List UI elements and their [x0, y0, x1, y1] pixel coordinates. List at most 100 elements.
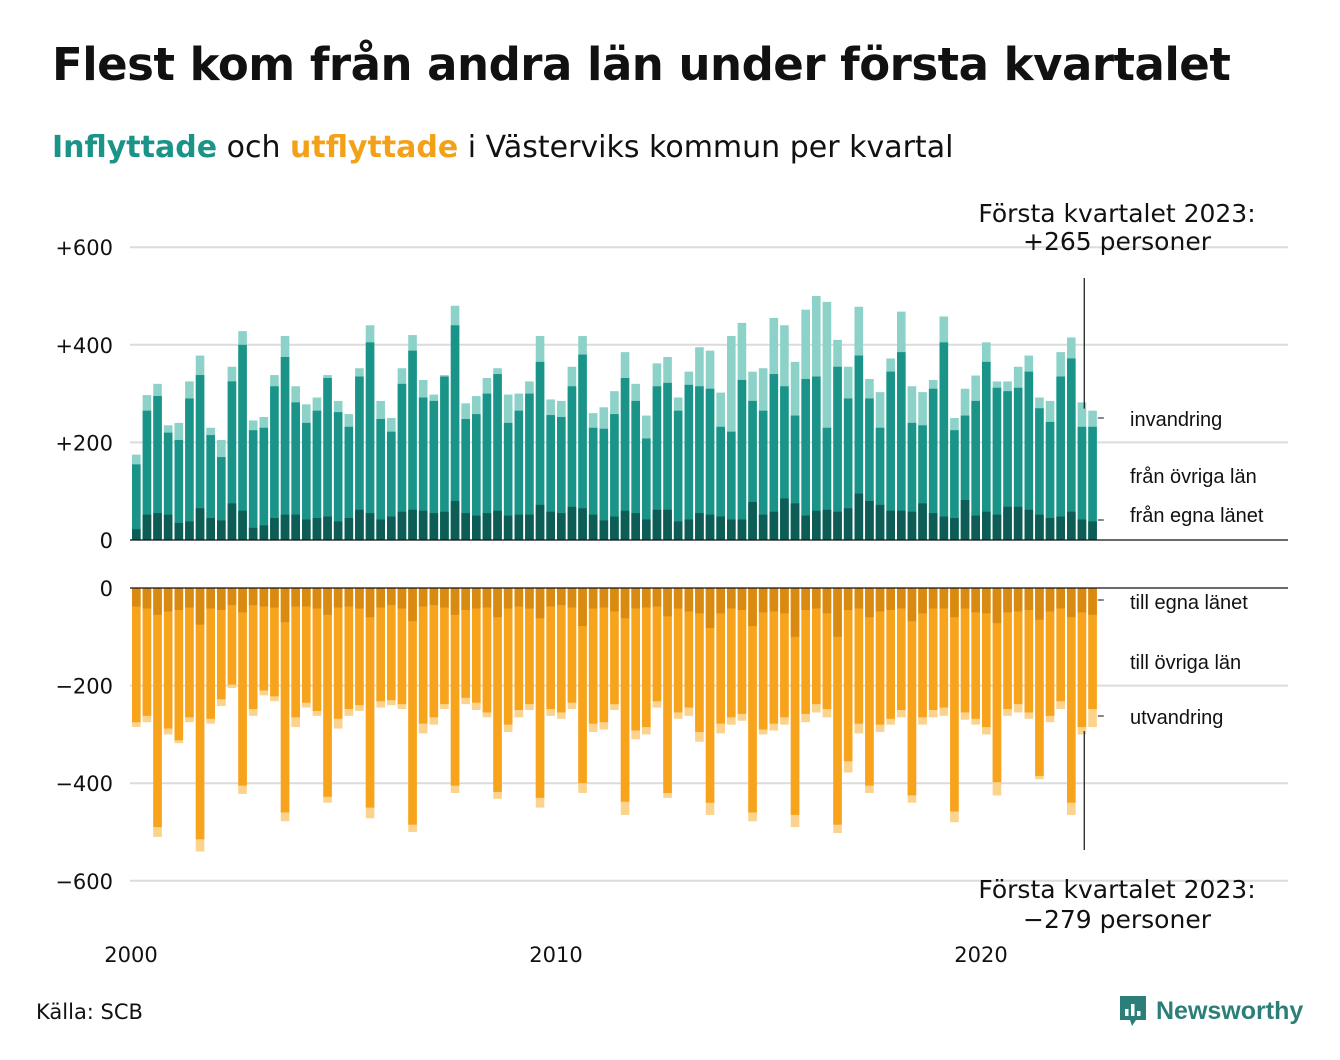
bar-fran-ovriga-lan — [535, 361, 545, 540]
bar-fran-ovriga-lan — [790, 415, 800, 540]
bar-till-egna-lanet — [185, 588, 194, 608]
bar-till-egna-lanet — [992, 588, 1002, 624]
bar-till-egna-lanet — [174, 588, 184, 610]
bar-fran-ovriga-lan — [758, 410, 768, 540]
bar-till-egna-lanet — [323, 588, 332, 615]
bar-fran-egna-lanet — [333, 521, 343, 540]
bar-till-egna-lanet — [642, 588, 651, 608]
bar-fran-ovriga-lan — [355, 376, 364, 540]
bar-till-egna-lanet — [365, 588, 375, 618]
bar-fran-ovriga-lan — [982, 361, 991, 540]
bar-fran-egna-lanet — [631, 513, 640, 540]
bar-fran-egna-lanet — [376, 519, 385, 540]
subtitle-rest: i Västerviks kommun per kvartal — [458, 130, 954, 165]
bar-till-egna-lanet — [408, 588, 417, 622]
y-tick-top: +600 — [55, 236, 113, 260]
bar-till-egna-lanet — [1045, 588, 1055, 612]
bar-fran-egna-lanet — [503, 515, 513, 540]
bar-fran-ovriga-lan — [174, 439, 184, 540]
bar-fran-egna-lanet — [472, 515, 481, 540]
bar-till-egna-lanet — [737, 588, 747, 610]
bar-fran-ovriga-lan — [142, 410, 152, 540]
bar-fran-egna-lanet — [174, 522, 184, 540]
bar-till-ovriga-lan — [291, 588, 300, 718]
bar-fran-ovriga-lan — [610, 414, 619, 540]
bar-till-ovriga-lan — [822, 588, 832, 710]
bar-fran-egna-lanet — [397, 511, 407, 540]
bar-fran-ovriga-lan — [716, 426, 725, 540]
bar-fran-egna-lanet — [822, 509, 832, 540]
bar-till-egna-lanet — [812, 588, 821, 609]
bar-fran-ovriga-lan — [238, 344, 247, 540]
bar-till-ovriga-lan — [450, 588, 460, 786]
bar-till-ovriga-lan — [599, 588, 609, 723]
bar-fran-ovriga-lan — [652, 386, 662, 540]
y-tick-labels: +600 +400 +200 0 0 −200 −400 −600 — [55, 236, 113, 894]
y-tick-bottom: −400 — [55, 772, 113, 796]
bar-till-ovriga-lan — [525, 588, 534, 705]
bar-till-egna-lanet — [1035, 588, 1044, 620]
bar-fran-ovriga-lan — [950, 430, 959, 540]
bar-fran-egna-lanet — [695, 513, 704, 540]
bar-till-egna-lanet — [673, 588, 683, 609]
bar-fran-ovriga-lan — [280, 357, 290, 540]
bar-till-ovriga-lan — [578, 588, 587, 784]
subtitle-utflyttade: utflyttade — [290, 130, 459, 165]
bar-fran-egna-lanet — [302, 519, 311, 540]
bar-fran-egna-lanet — [291, 514, 300, 540]
bar-till-ovriga-lan — [982, 588, 991, 728]
bar-till-egna-lanet — [546, 588, 555, 607]
bar-till-egna-lanet — [918, 588, 927, 614]
bar-till-ovriga-lan — [812, 588, 821, 705]
bar-fran-ovriga-lan — [886, 371, 895, 540]
annotations: Första kvartalet 2023: +265 personer För… — [978, 199, 1255, 934]
bar-till-egna-lanet — [248, 588, 258, 606]
bar-till-egna-lanet — [620, 588, 630, 619]
bar-fran-ovriga-lan — [812, 376, 821, 540]
bar-till-egna-lanet — [705, 588, 715, 629]
bar-till-egna-lanet — [843, 588, 853, 610]
bar-till-ovriga-lan — [992, 588, 1002, 783]
annotation-top-line2: +265 personer — [1023, 227, 1212, 256]
bar-fran-egna-lanet — [673, 521, 683, 540]
bar-till-egna-lanet — [440, 588, 449, 608]
bar-till-ovriga-lan — [429, 588, 439, 718]
bar-till-egna-lanet — [652, 588, 662, 607]
bar-till-egna-lanet — [429, 588, 439, 606]
bar-fran-egna-lanet — [992, 514, 1002, 540]
bar-fran-ovriga-lan — [631, 400, 640, 540]
bar-fran-ovriga-lan — [737, 379, 747, 540]
bar-fran-ovriga-lan — [387, 431, 396, 540]
bar-till-ovriga-lan — [642, 588, 651, 728]
subtitle-inflyttade: Inflyttade — [52, 130, 218, 165]
bar-till-egna-lanet — [663, 588, 672, 617]
bar-fran-egna-lanet — [950, 518, 959, 540]
bar-fran-ovriga-lan — [217, 457, 226, 540]
bar-till-egna-lanet — [259, 588, 269, 607]
bar-fran-egna-lanet — [652, 509, 662, 540]
bar-till-ovriga-lan — [886, 588, 895, 719]
source-note: Källa: SCB — [36, 1000, 143, 1024]
bar-fran-egna-lanet — [525, 514, 534, 540]
bar-fran-ovriga-lan — [822, 427, 832, 540]
bar-fran-ovriga-lan — [663, 382, 672, 540]
bar-till-egna-lanet — [302, 588, 311, 607]
bar-till-ovriga-lan — [684, 588, 694, 708]
bar-fran-ovriga-lan — [557, 417, 566, 540]
bar-till-ovriga-lan — [780, 588, 789, 718]
bar-till-ovriga-lan — [482, 588, 492, 713]
bar-fran-ovriga-lan — [578, 354, 587, 540]
bar-till-egna-lanet — [928, 588, 938, 609]
bar-till-egna-lanet — [790, 588, 800, 637]
bar-fran-ovriga-lan — [514, 410, 524, 540]
bar-till-egna-lanet — [163, 588, 173, 612]
bar-fran-ovriga-lan — [1067, 358, 1076, 540]
bar-fran-ovriga-lan — [323, 377, 332, 540]
bar-fran-egna-lanet — [748, 501, 757, 540]
bar-till-egna-lanet — [727, 588, 736, 609]
y-tick-top: +200 — [55, 431, 113, 455]
bar-fran-ovriga-lan — [546, 415, 555, 540]
bar-fran-egna-lanet — [610, 516, 619, 540]
label-fran-egna-lanet: från egna länet — [1130, 505, 1264, 527]
bar-till-ovriga-lan — [758, 588, 768, 730]
